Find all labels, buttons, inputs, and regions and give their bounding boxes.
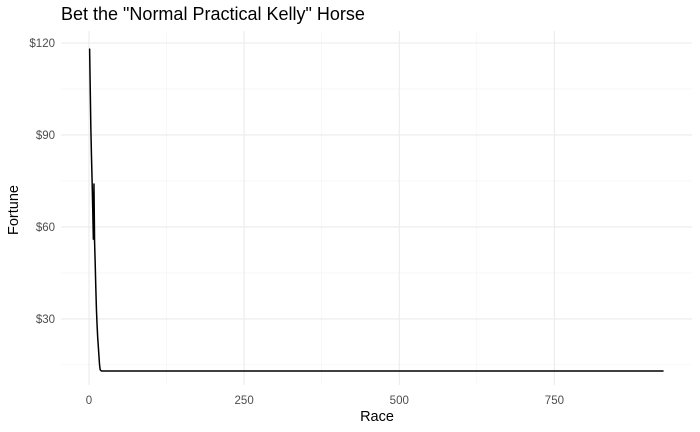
grid-lines — [61, 31, 692, 385]
x-axis-ticks: 0 250 500 750 — [86, 395, 564, 407]
series-line-1 — [88, 48, 664, 372]
x-axis-title: Race — [360, 409, 394, 425]
x-tick-label: 750 — [545, 395, 564, 407]
y-axis-title: Fortune — [6, 185, 22, 235]
y-tick-label: $60 — [36, 222, 55, 234]
y-tick-label: $120 — [29, 38, 55, 50]
series-lines — [88, 48, 664, 372]
chart-title: Bet the "Normal Practical Kelly" Horse — [61, 4, 365, 24]
y-tick-label: $30 — [36, 314, 55, 326]
x-tick-label: 250 — [235, 395, 254, 407]
x-tick-label: 0 — [86, 395, 92, 407]
y-axis-ticks: $30 $60 $90 $120 — [29, 38, 55, 326]
y-tick-label: $90 — [36, 130, 55, 142]
x-tick-label: 500 — [390, 395, 409, 407]
